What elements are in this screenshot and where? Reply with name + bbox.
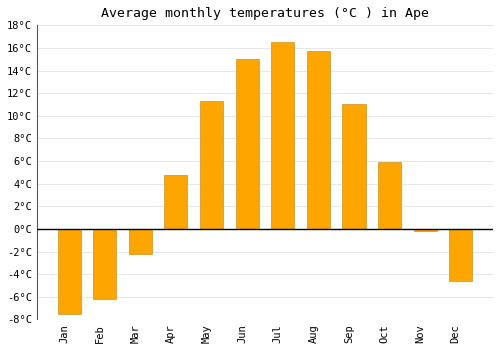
Bar [307,51,330,229]
Bar [414,229,436,231]
Bar [164,175,188,229]
Bar [449,229,472,281]
Bar [378,162,401,229]
Bar [271,42,294,229]
Bar [93,229,116,299]
Bar [128,229,152,254]
Bar [200,101,223,229]
Bar [342,105,365,229]
Bar [58,229,80,314]
Bar [236,59,258,229]
Title: Average monthly temperatures (°C ) in Ape: Average monthly temperatures (°C ) in Ap… [101,7,429,20]
